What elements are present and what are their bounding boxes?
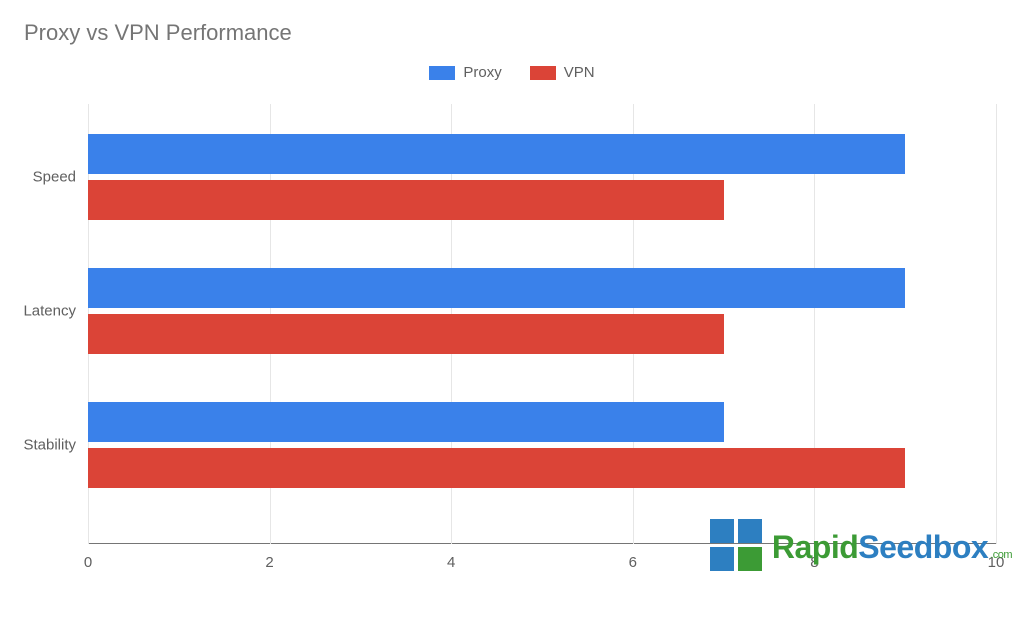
- x-axis: [88, 543, 996, 544]
- x-tick-label: 4: [447, 544, 455, 571]
- bar-vpn-speed: [88, 180, 724, 220]
- legend-swatch-proxy: [429, 66, 455, 80]
- legend: Proxy VPN: [0, 64, 1024, 81]
- x-tick-label: 2: [265, 544, 273, 571]
- category-label: Speed: [33, 169, 88, 186]
- bar-vpn-stability: [88, 448, 905, 488]
- category-label: Stability: [23, 437, 88, 454]
- logo-square-br: [738, 547, 762, 571]
- bar-proxy-stability: [88, 402, 724, 442]
- x-tick-label: 10: [988, 544, 1005, 571]
- x-tick-label: 0: [84, 544, 92, 571]
- legend-item-vpn: VPN: [530, 64, 595, 81]
- x-tick-label: 6: [629, 544, 637, 571]
- legend-label-vpn: VPN: [564, 64, 595, 81]
- bar-vpn-latency: [88, 314, 724, 354]
- bar-proxy-latency: [88, 268, 905, 308]
- bar-proxy-speed: [88, 134, 905, 174]
- category-label: Latency: [23, 303, 88, 320]
- legend-swatch-vpn: [530, 66, 556, 80]
- plot-area: 0246810SpeedLatencyStability: [88, 104, 996, 544]
- x-tick-label: 8: [810, 544, 818, 571]
- gridline: [996, 104, 997, 544]
- logo-square-bl: [710, 547, 734, 571]
- legend-label-proxy: Proxy: [463, 64, 501, 81]
- chart-container: Proxy vs VPN Performance Proxy VPN 02468…: [0, 0, 1024, 629]
- legend-item-proxy: Proxy: [429, 64, 501, 81]
- chart-title: Proxy vs VPN Performance: [24, 20, 292, 46]
